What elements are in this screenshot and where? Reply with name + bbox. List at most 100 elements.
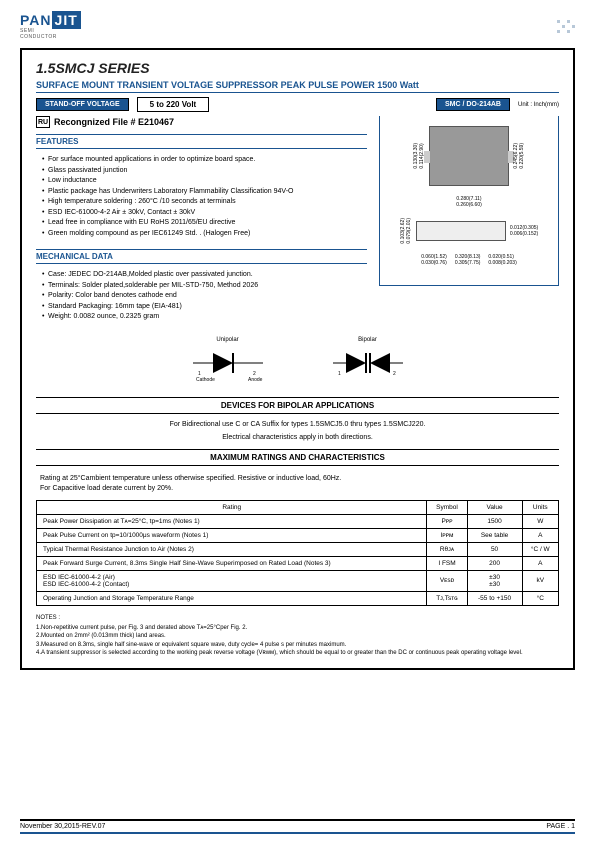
table-cell: Typical Thermal Resistance Junction to A… [37,542,427,556]
table-cell: Pᴘᴘ [427,514,467,528]
feature-item: For surface mounted applications in orde… [42,155,367,166]
bipolar-text-2: Electrical characteristics apply in both… [36,431,559,445]
feature-item: High temperature soldering : 260°C /10 s… [42,197,367,208]
feature-item: Glass passivated junction [42,166,367,177]
dim-side-h: 0.103(2.62) 0.079(2.01) [400,218,412,244]
notes-title: NOTES : [36,614,559,622]
subtitle: SURFACE MOUNT TRANSIENT VOLTAGE SUPPRESS… [36,80,559,93]
table-cell: W [522,514,558,528]
dim-lead-w: 0.060(1.52) 0.030(0.76) [421,254,447,266]
dim-top-w: 0.280(7.11) 0.260(6.60) [456,196,482,208]
footer-date: November 30,2015-REV.07 [20,823,105,830]
note-item: 3.Measured on 8.3ms, single half sine-wa… [36,641,559,649]
footer: November 30,2015-REV.07 PAGE . 1 [20,819,575,834]
header: PANJIT SEMI CONDUCTOR [20,12,575,40]
table-cell: Peak Forward Surge Current, 8.3ms Single… [37,556,427,570]
rating-note-1: Rating at 25°Cambient temperature unless… [40,474,559,484]
table-cell: °C / W [522,542,558,556]
table-cell: °C [522,591,558,605]
svg-text:1: 1 [338,371,341,377]
logo: PANJIT SEMI CONDUCTOR [20,12,81,40]
recognized-text: Recongnized File # E210467 [54,117,174,127]
feature-item: ESD IEC-61000-4-2 Air ± 30kV, Contact ± … [42,208,367,219]
notes-section: NOTES : 1.Non-repetitive current pulse, … [36,614,559,658]
feature-item: Low inductance [42,176,367,187]
chip-top-view [429,126,509,186]
table-row: Operating Junction and Storage Temperatu… [37,591,559,605]
maxratings-header: MAXIMUM RATINGS AND CHARACTERISTICS [36,449,559,466]
table-cell: See table [467,528,522,542]
table-cell: Peak Pulse Current on tp=10/1000μs wavef… [37,528,427,542]
ratings-table: RatingSymbolValueUnits Peak Power Dissip… [36,500,559,606]
mechdata-item: Standard Packaging: 16mm tape (EIA-481) [42,302,367,313]
table-cell: I FSM [427,556,467,570]
note-item: 2.Mounted on 2mm² (0.013mm thick) land a… [36,632,559,640]
chip-side-view [416,221,506,241]
table-cell: ESD IEC-61000-4-2 (Air) ESD IEC-61000-4-… [37,570,427,591]
table-cell: A [522,556,558,570]
dim-lead-gap: 0.012(0.305) 0.006(0.152) [510,225,538,237]
recognized-row: RU Recongnized File # E210467 [36,116,367,128]
table-header: Value [467,500,522,514]
bipolar-diode-icon: 1 2 [328,343,408,383]
table-cell: -55 to +150 [467,591,522,605]
features-header: FEATURES [36,134,367,149]
ul-icon: RU [36,116,50,128]
mechdata-item: Weight: 0.0082 ounce, 0.2325 gram [42,312,367,323]
package-diagram: 0.130(3.30) 0.114(2.90) 0.245(6.22) 0.22… [379,116,559,286]
table-cell: Iᴘᴘᴍ [427,528,467,542]
bipolar-apps-header: DEVICES FOR BIPOLAR APPLICATIONS [36,397,559,414]
package-badge: SMC / DO-214AB [436,98,510,111]
features-list: For surface mounted applications in orde… [36,153,367,245]
table-row: Typical Thermal Resistance Junction to A… [37,542,559,556]
voltage-range: 5 to 220 Volt [137,97,210,112]
svg-text:Anode: Anode [248,377,263,383]
table-header: Rating [37,500,427,514]
svg-text:Cathode: Cathode [196,377,215,383]
table-row: Peak Power Dissipation at Tᴀ=25°C, tp=1m… [37,514,559,528]
table-row: Peak Forward Surge Current, 8.3ms Single… [37,556,559,570]
series-title: 1.5SMCJ SERIES [36,60,559,76]
unipolar-diode-icon: Cathode Anode 1 2 [188,343,268,383]
svg-text:2: 2 [253,371,256,377]
voltage-row: STAND-OFF VOLTAGE 5 to 220 Volt SMC / DO… [36,97,559,112]
table-row: ESD IEC-61000-4-2 (Air) ESD IEC-61000-4-… [37,570,559,591]
feature-item: Green molding compound as per IEC61249 S… [42,229,367,240]
table-cell: 200 [467,556,522,570]
feature-item: Lead free in compliance with EU RoHS 201… [42,218,367,229]
mechdata-item: Case: JEDEC DO-214AB,Molded plastic over… [42,270,367,281]
svg-text:2: 2 [393,371,396,377]
diode-diagrams: Unipolar Cathode Anode 1 2 Bipolar [36,337,559,385]
bipolar-text-1: For Bidirectional use C or CA Suffix for… [36,418,559,432]
table-cell: 50 [467,542,522,556]
svg-text:1: 1 [198,371,201,377]
table-cell: Operating Junction and Storage Temperatu… [37,591,427,605]
note-item: 4.A transient suppressor is selected acc… [36,649,559,657]
table-cell: A [522,528,558,542]
rating-note-2: For Capacitive load derate current by 20… [40,484,559,494]
logo-sub: SEMI CONDUCTOR [20,28,81,40]
logo-right: JIT [52,11,81,29]
standoff-badge: STAND-OFF VOLTAGE [36,98,129,111]
content-frame: 1.5SMCJ SERIES SURFACE MOUNT TRANSIENT V… [20,48,575,670]
table-cell: ±30 ±30 [467,570,522,591]
footer-page: PAGE . 1 [546,823,575,830]
mechdata-item: Terminals: Solder plated,solderable per … [42,281,367,292]
decorative-dots [557,20,575,33]
feature-item: Plastic package has Underwriters Laborat… [42,187,367,198]
mechdata-list: Case: JEDEC DO-214AB,Molded plastic over… [36,268,367,329]
table-header: Units [522,500,558,514]
table-cell: Rθᴊᴀ [427,542,467,556]
table-cell: Peak Power Dissipation at Tᴀ=25°C, tp=1m… [37,514,427,528]
table-cell: 1500 [467,514,522,528]
mechdata-header: MECHANICAL DATA [36,249,367,264]
table-cell: Tᴊ,Tsᴛɢ [427,591,467,605]
rating-notes: Rating at 25°Cambient temperature unless… [36,470,559,500]
table-row: Peak Pulse Current on tp=10/1000μs wavef… [37,528,559,542]
dim-bot-w1: 0.320(8.13) 0.305(7.75) [455,254,481,266]
dim-right-h: 0.245(6.22) 0.220(5.59) [513,143,525,169]
mechdata-item: Polarity: Color band denotes cathode end [42,291,367,302]
note-item: 1.Non-repetitive current pulse, per Fig.… [36,624,559,632]
dim-bot-w2: 0.020(0.51) 0.008(0.203) [488,254,516,266]
table-header: Symbol [427,500,467,514]
